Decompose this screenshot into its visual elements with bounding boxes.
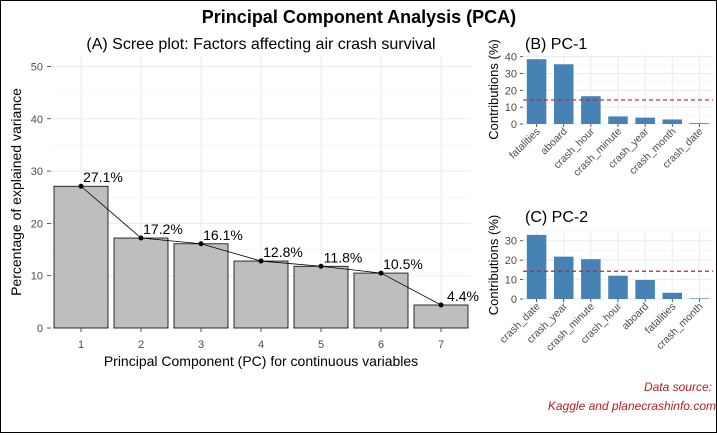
data-source-label: Data source: [644,380,712,394]
x-tick-label: 1 [78,339,84,351]
x-tick-label: 7 [438,339,444,351]
pc1-title: (B) PC-1 [525,36,587,53]
scree-data-label: 10.5% [383,256,423,272]
pc1-bar [689,123,710,124]
scree-point [378,270,384,276]
pc1-y-tick-label: 40 [505,52,517,64]
pc2-y-tick-label: 10 [505,275,517,287]
scree-plot: (A) Scree plot: Factors affecting air cr… [8,36,479,369]
x-tick-label: 5 [318,339,324,351]
pc2-bar [553,256,574,299]
pc2-y-tick-label: 20 [505,255,517,267]
pc2-bar [581,259,601,299]
scree-point [138,235,144,241]
scree-point [258,258,264,264]
pc2-bar [689,298,710,299]
pc1-bar [526,59,547,124]
pc1-bar [635,117,655,124]
scree-bar [113,237,169,329]
pc2-bar [662,292,683,299]
pc1-y-tick-label: 30 [505,69,517,81]
pc1-bar [581,96,601,124]
scree-point [438,302,444,308]
pc1-y-tick-label: 20 [505,85,517,97]
y-axis-label: Percentage of explained variance [8,88,24,296]
scree-point [78,183,84,189]
pc2-y-axis-label: Contributions (%) [486,215,501,315]
pc1-bar [553,64,574,124]
scree-data-label: 11.8% [324,249,363,265]
x-tick-label: 3 [198,339,204,351]
pc2-title: (C) PC-2 [525,209,588,226]
figure-title: Principal Component Analysis (PCA) [202,7,516,27]
pc2-y-tick-label: 0 [511,294,517,306]
pc1-contributions-plot: (B) PC-1010203040fatalitiesaboardcrash_h… [486,36,713,179]
scree-data-label: 12.8% [263,244,303,260]
pc1-bar [608,116,628,124]
pc1-bar [662,119,683,124]
scree-bar [53,185,109,329]
pc1-y-tick-label: 0 [511,119,517,131]
y-tick-label: 0 [37,323,43,335]
x-tick-label: 4 [258,339,264,351]
y-tick-label: 30 [31,166,43,178]
scree-title: (A) Scree plot: Factors affecting air cr… [86,36,435,53]
pc2-bar [635,279,655,299]
scree-bar [353,272,409,329]
data-source-text: Kaggle and planecrashinfo.com [548,399,716,413]
scree-data-label: 4.4% [447,288,479,304]
pc2-bar [526,234,547,299]
y-tick-label: 20 [31,218,43,230]
scree-data-label: 17.2% [143,221,183,237]
x-tick-label: 6 [378,339,384,351]
scree-bar [413,304,469,329]
y-tick-label: 40 [31,114,43,126]
y-tick-label: 10 [31,271,43,283]
scree-bar [293,265,349,329]
scree-data-label: 27.1% [83,169,123,185]
scree-bar [233,260,289,329]
x-tick-label: 2 [138,339,144,351]
x-axis-label: Principal Component (PC) for continuous … [104,353,418,369]
pc2-y-tick-label: 30 [505,236,517,248]
scree-point [318,263,324,269]
pc2-contributions-plot: (C) PC-20102030crash_datecrash_yearcrash… [486,209,713,354]
scree-point [198,241,204,247]
pc1-y-tick-label: 10 [505,102,517,114]
scree-bar [173,243,229,329]
pc1-y-axis-label: Contributions (%) [486,39,501,139]
y-tick-label: 50 [31,61,43,73]
scree-data-label: 16.1% [203,227,243,243]
pc2-bar [608,275,628,299]
